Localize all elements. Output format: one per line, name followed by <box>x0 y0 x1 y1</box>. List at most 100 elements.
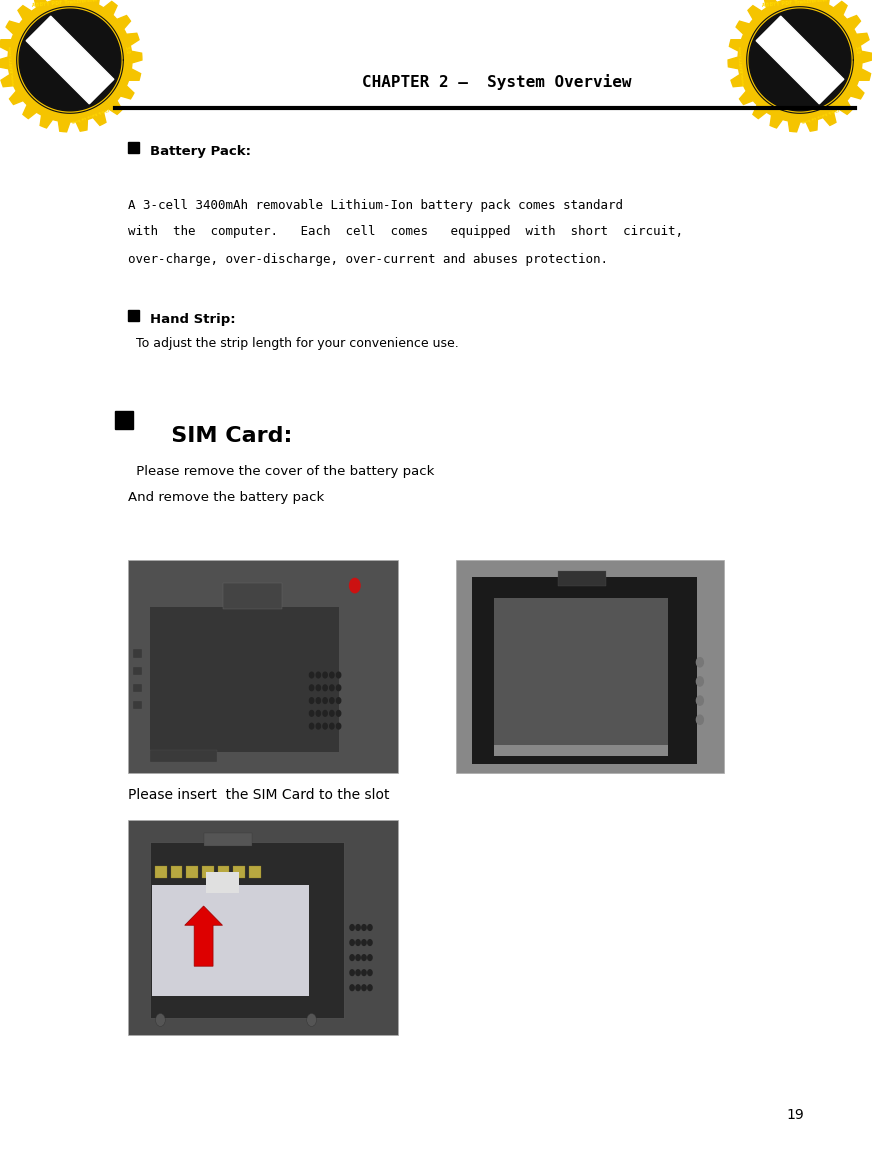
Polygon shape <box>0 0 142 132</box>
Circle shape <box>697 658 704 667</box>
Circle shape <box>368 939 372 945</box>
Bar <box>472 577 698 764</box>
Bar <box>128 309 139 321</box>
Text: Click here to buy: Click here to buy <box>71 105 109 123</box>
Bar <box>187 866 198 878</box>
Bar <box>155 866 167 878</box>
Text: www.ABBYY.com: www.ABBYY.com <box>9 45 17 86</box>
Circle shape <box>362 939 366 945</box>
Circle shape <box>337 711 341 717</box>
Bar <box>150 842 344 1018</box>
Circle shape <box>350 939 354 945</box>
Text: Hand Strip:: Hand Strip: <box>150 314 235 327</box>
Circle shape <box>317 672 321 677</box>
Circle shape <box>155 1013 166 1026</box>
Bar <box>153 885 309 996</box>
Text: A 3-cell 3400mAh removable Lithium-Ion battery pack comes standard: A 3-cell 3400mAh removable Lithium-Ion b… <box>128 198 623 212</box>
Circle shape <box>307 1013 317 1026</box>
Circle shape <box>356 984 360 990</box>
Circle shape <box>317 724 321 730</box>
Text: 3.0: 3.0 <box>854 45 860 54</box>
Bar <box>494 746 668 756</box>
Bar <box>128 820 398 1035</box>
Bar <box>203 833 252 845</box>
Bar <box>128 560 398 774</box>
Bar <box>133 667 141 675</box>
Circle shape <box>337 698 341 703</box>
Circle shape <box>310 711 314 717</box>
Circle shape <box>368 924 372 930</box>
Circle shape <box>362 969 366 975</box>
Text: ABBYY PDF Transformer: ABBYY PDF Transformer <box>31 0 99 8</box>
Bar <box>133 701 141 709</box>
Circle shape <box>330 672 334 677</box>
Bar <box>115 411 133 428</box>
Circle shape <box>330 698 334 703</box>
Bar <box>456 560 724 774</box>
Bar <box>150 607 338 752</box>
Circle shape <box>323 724 327 730</box>
Circle shape <box>337 724 341 730</box>
Circle shape <box>350 954 354 960</box>
Text: 19: 19 <box>787 1108 804 1122</box>
Circle shape <box>337 672 341 677</box>
Polygon shape <box>19 9 121 111</box>
Circle shape <box>310 724 314 730</box>
Circle shape <box>323 711 327 717</box>
Text: CHAPTER 2 –  System Overview: CHAPTER 2 – System Overview <box>362 74 632 90</box>
Circle shape <box>356 939 360 945</box>
Polygon shape <box>26 16 114 104</box>
Text: over-charge, over-discharge, over-current and abuses protection.: over-charge, over-discharge, over-curren… <box>128 252 608 265</box>
Text: Battery Pack:: Battery Pack: <box>150 146 251 159</box>
Text: Please remove the cover of the battery pack: Please remove the cover of the battery p… <box>132 464 434 477</box>
Circle shape <box>317 711 321 717</box>
Circle shape <box>317 698 321 703</box>
FancyArrow shape <box>185 906 222 966</box>
Circle shape <box>310 672 314 677</box>
Circle shape <box>368 984 372 990</box>
Circle shape <box>350 969 354 975</box>
Bar <box>558 571 606 586</box>
Bar <box>218 866 229 878</box>
Circle shape <box>697 696 704 705</box>
Text: 3.0: 3.0 <box>124 45 130 54</box>
Text: To adjust the strip length for your convenience use.: To adjust the strip length for your conv… <box>132 337 459 351</box>
Polygon shape <box>728 0 872 132</box>
Bar <box>202 866 214 878</box>
Bar <box>171 866 182 878</box>
Circle shape <box>368 969 372 975</box>
Bar <box>133 650 141 658</box>
Text: And remove the battery pack: And remove the battery pack <box>128 491 324 504</box>
Text: Click here to buy: Click here to buy <box>800 105 839 123</box>
Text: Please insert  the SIM Card to the slot: Please insert the SIM Card to the slot <box>128 787 390 802</box>
Circle shape <box>349 578 361 593</box>
Bar <box>234 866 245 878</box>
Circle shape <box>350 924 354 930</box>
Bar <box>207 872 239 893</box>
Circle shape <box>330 711 334 717</box>
Bar <box>133 683 141 692</box>
Circle shape <box>356 969 360 975</box>
Text: SIM Card:: SIM Card: <box>148 426 292 446</box>
Text: ABBYY PDF Transformer: ABBYY PDF Transformer <box>762 0 828 8</box>
Circle shape <box>362 954 366 960</box>
Text: with  the  computer.   Each  cell  comes   equipped  with  short  circuit,: with the computer. Each cell comes equip… <box>128 226 683 239</box>
Circle shape <box>323 698 327 703</box>
Circle shape <box>697 676 704 686</box>
Bar <box>494 599 668 747</box>
Circle shape <box>323 684 327 690</box>
Bar <box>249 866 261 878</box>
Circle shape <box>330 724 334 730</box>
Circle shape <box>317 684 321 690</box>
Polygon shape <box>749 9 851 111</box>
Circle shape <box>337 684 341 690</box>
Circle shape <box>323 672 327 677</box>
Circle shape <box>362 924 366 930</box>
Circle shape <box>330 684 334 690</box>
Circle shape <box>697 716 704 725</box>
Circle shape <box>310 684 314 690</box>
Polygon shape <box>756 16 844 104</box>
Circle shape <box>356 954 360 960</box>
Bar <box>150 749 217 762</box>
Circle shape <box>310 698 314 703</box>
